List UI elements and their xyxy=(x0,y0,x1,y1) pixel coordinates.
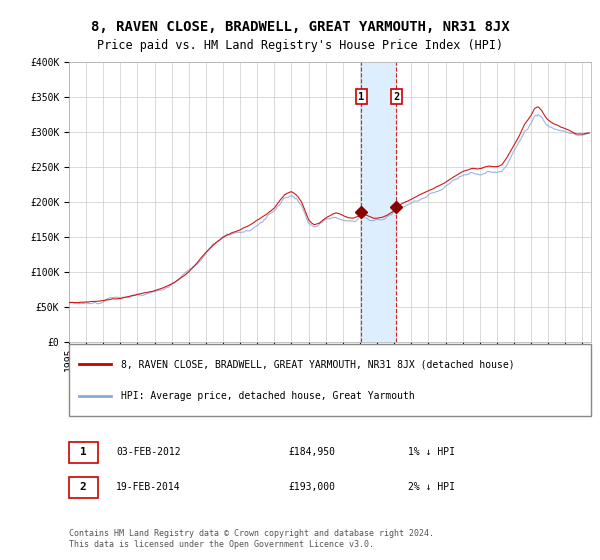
Text: 8, RAVEN CLOSE, BRADWELL, GREAT YARMOUTH, NR31 8JX: 8, RAVEN CLOSE, BRADWELL, GREAT YARMOUTH… xyxy=(91,20,509,34)
Text: Contains HM Land Registry data © Crown copyright and database right 2024.
This d: Contains HM Land Registry data © Crown c… xyxy=(69,529,434,549)
FancyBboxPatch shape xyxy=(69,344,591,416)
Text: 1: 1 xyxy=(80,447,86,458)
Text: £193,000: £193,000 xyxy=(288,482,335,492)
Bar xyxy=(361,62,396,342)
Text: 1: 1 xyxy=(358,92,365,101)
Text: 2: 2 xyxy=(80,482,86,492)
Text: 19-FEB-2014: 19-FEB-2014 xyxy=(116,482,181,492)
FancyBboxPatch shape xyxy=(69,477,98,498)
FancyBboxPatch shape xyxy=(69,442,98,463)
Text: HPI: Average price, detached house, Great Yarmouth: HPI: Average price, detached house, Grea… xyxy=(121,391,415,400)
Text: 8, RAVEN CLOSE, BRADWELL, GREAT YARMOUTH, NR31 8JX (detached house): 8, RAVEN CLOSE, BRADWELL, GREAT YARMOUTH… xyxy=(121,360,515,369)
Text: 2: 2 xyxy=(393,92,400,101)
Text: Price paid vs. HM Land Registry's House Price Index (HPI): Price paid vs. HM Land Registry's House … xyxy=(97,39,503,52)
Text: 2% ↓ HPI: 2% ↓ HPI xyxy=(409,482,455,492)
Text: 03-FEB-2012: 03-FEB-2012 xyxy=(116,447,181,458)
Text: 1% ↓ HPI: 1% ↓ HPI xyxy=(409,447,455,458)
Text: £184,950: £184,950 xyxy=(288,447,335,458)
